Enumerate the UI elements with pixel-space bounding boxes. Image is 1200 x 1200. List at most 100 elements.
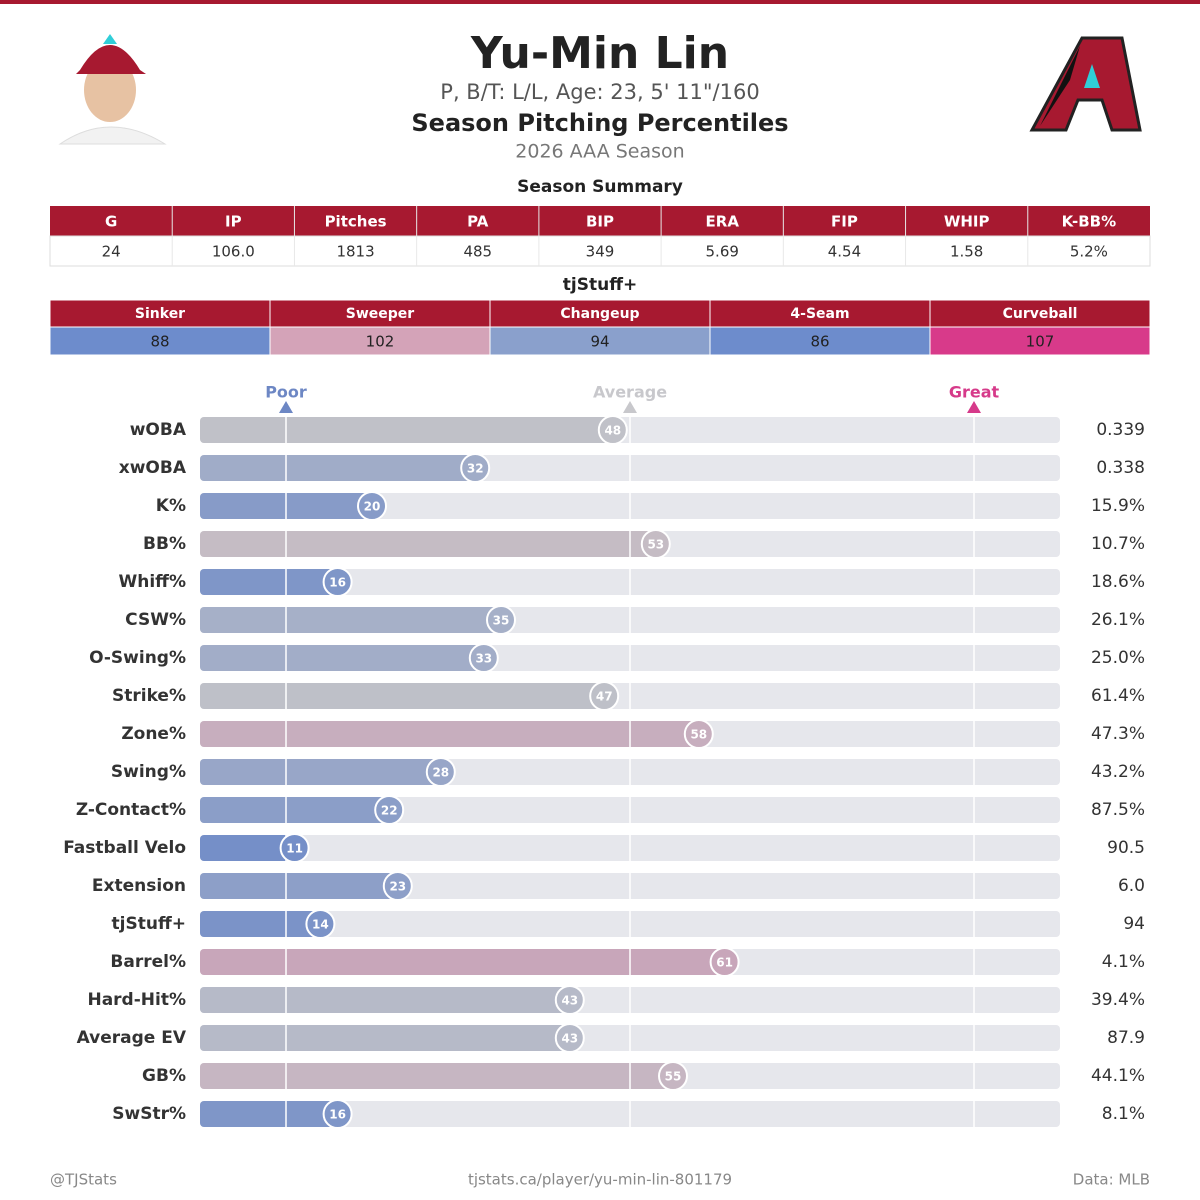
stuff-header-cell [49, 299, 271, 328]
summary-column: PA [467, 213, 489, 231]
bar [200, 797, 390, 823]
stuff-column: Curveball [1003, 306, 1078, 322]
bar [200, 1025, 570, 1051]
top-stripe [0, 0, 1200, 4]
summary-column: BIP [586, 213, 614, 231]
summary-value: 1.58 [950, 243, 983, 261]
stat-value: 6.0 [1118, 876, 1145, 896]
value-label: 43 [561, 1032, 578, 1046]
x-tick-label: Great [949, 383, 1000, 402]
team-logo [1029, 36, 1142, 132]
stat-value: 44.1% [1091, 1066, 1145, 1086]
stuff-header-cell [929, 299, 1151, 328]
stat-value: 61.4% [1091, 686, 1145, 706]
summary-row-bg [49, 235, 1151, 267]
stuff-column: Changeup [560, 306, 639, 322]
value-marker [425, 757, 456, 787]
stuff-value: 107 [1026, 333, 1055, 351]
stat-value: 90.5 [1107, 838, 1145, 858]
value-marker [486, 605, 516, 635]
footer-left: @TJStats [50, 1171, 117, 1189]
category-label: Extension [92, 876, 186, 896]
stuff-value: 102 [366, 333, 395, 351]
value-marker [305, 909, 336, 939]
stuff-column: Sweeper [346, 306, 415, 322]
value-marker [322, 567, 353, 597]
value-label: 16 [329, 576, 346, 590]
summary-value: 1813 [336, 243, 374, 261]
bar [200, 873, 398, 899]
value-label: 48 [604, 424, 621, 438]
summary-column: Pitches [325, 213, 387, 231]
value-marker [589, 681, 620, 711]
summary-value: 5.2% [1070, 243, 1108, 261]
bar [200, 455, 476, 481]
footer-right: Data: MLB [1073, 1171, 1150, 1189]
value-marker [279, 833, 310, 863]
value-label: 53 [647, 538, 664, 552]
bar [200, 911, 321, 937]
bar [200, 607, 501, 633]
value-marker [382, 871, 413, 901]
bar [200, 1101, 338, 1127]
value-label: 61 [716, 956, 733, 970]
category-label: GB% [142, 1066, 186, 1086]
value-label: 47 [596, 690, 613, 704]
value-marker [709, 947, 740, 977]
category-label: Swing% [111, 762, 186, 782]
stuff-value-cell [49, 326, 271, 356]
value-label: 35 [493, 614, 510, 628]
x-tick-marker [623, 401, 637, 413]
season: 2026 AAA Season [515, 141, 684, 163]
summary-column: IP [225, 213, 242, 231]
category-label: Z-Contact% [76, 800, 186, 820]
x-tick-marker [279, 401, 293, 413]
bar [200, 531, 656, 557]
value-label: 55 [665, 1070, 682, 1084]
player-bio: P, B/T: L/L, Age: 23, 5' 11"/160 [440, 80, 759, 104]
stuff-title: tjStuff+ [563, 275, 637, 295]
value-marker [597, 415, 628, 445]
category-label: SwStr% [112, 1104, 186, 1124]
bar [200, 949, 725, 975]
player-name: Yu-Min Lin [470, 28, 729, 79]
bar [200, 569, 338, 595]
stat-value: 0.338 [1096, 458, 1145, 478]
category-label: CSW% [125, 610, 186, 630]
value-label: 43 [561, 994, 578, 1008]
value-label: 32 [467, 462, 484, 476]
bar [200, 645, 484, 671]
stat-value: 43.2% [1091, 762, 1145, 782]
value-label: 14 [312, 918, 329, 932]
stat-value: 0.339 [1096, 420, 1145, 440]
summary-value: 24 [102, 243, 121, 261]
bar [200, 721, 699, 747]
stuff-value: 94 [590, 333, 609, 351]
value-marker [468, 643, 499, 673]
value-label: 23 [389, 880, 406, 894]
bar [200, 987, 570, 1013]
summary-value: 349 [586, 243, 615, 261]
value-marker [554, 1023, 585, 1053]
category-label: tjStuff+ [112, 914, 186, 934]
category-label: O-Swing% [89, 648, 186, 668]
stuff-header-cell [269, 299, 491, 328]
summary-value: 106.0 [212, 243, 255, 261]
bar [200, 835, 295, 861]
value-label: 28 [432, 766, 449, 780]
stuff-value: 88 [150, 333, 169, 351]
stat-value: 47.3% [1091, 724, 1145, 744]
stat-value: 87.5% [1091, 800, 1145, 820]
stuff-value-cell [929, 326, 1151, 356]
bar [200, 417, 613, 443]
category-label: xwOBA [119, 458, 187, 478]
footer-center: tjstats.ca/player/yu-min-lin-801179 [468, 1171, 732, 1189]
value-marker [460, 453, 491, 483]
chart-title: Season Pitching Percentiles [411, 109, 788, 137]
stat-value: 94 [1123, 914, 1145, 934]
bar [200, 1063, 673, 1089]
category-label: Fastball Velo [63, 838, 186, 858]
stuff-value-cell [709, 326, 931, 356]
stuff-value: 86 [810, 333, 829, 351]
